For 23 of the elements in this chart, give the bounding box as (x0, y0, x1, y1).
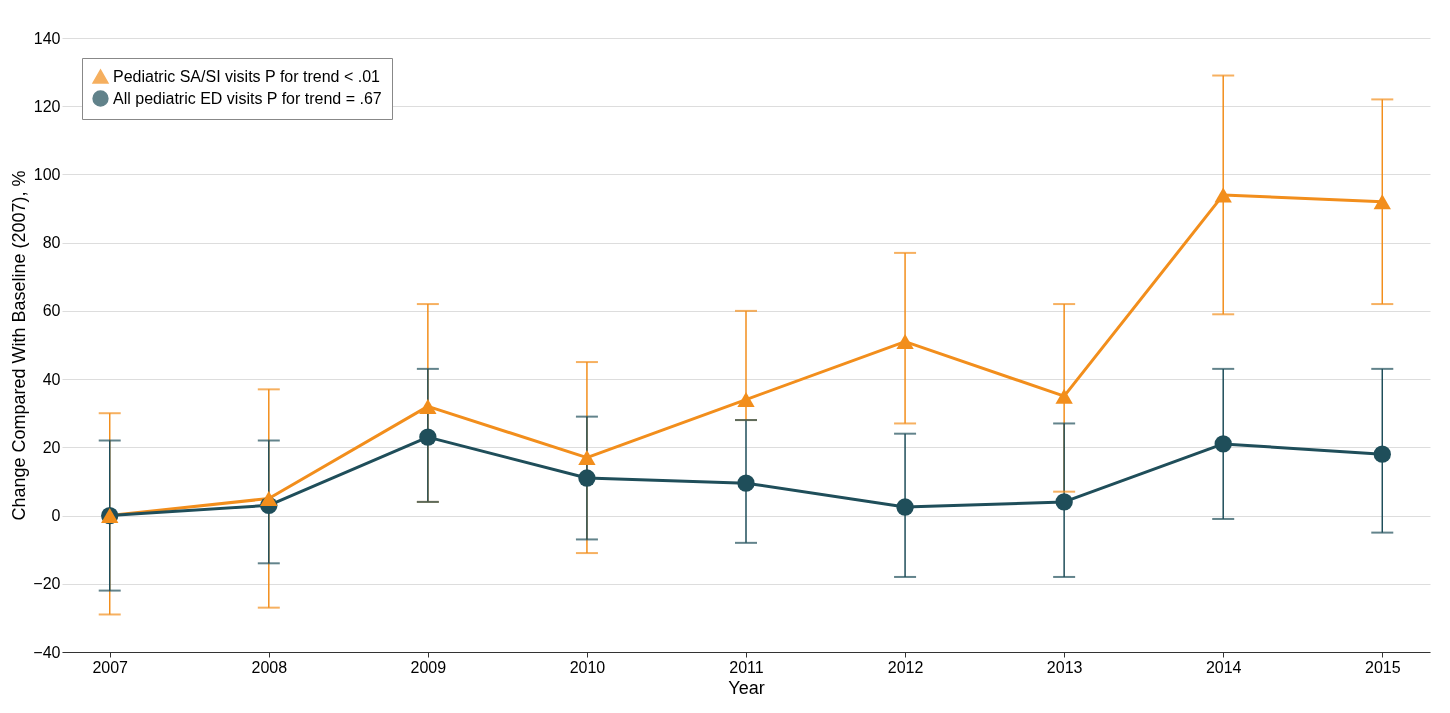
legend-label: All pediatric ED visits P for trend = .67 (113, 89, 382, 107)
x-tick-label: 2015 (1364, 658, 1401, 676)
y-tick-label: −20 (33, 575, 61, 593)
x-tick-label: 2009 (410, 658, 447, 676)
y-tick-label: −40 (33, 643, 61, 661)
y-tick-label: 100 (33, 165, 61, 183)
x-tick-label: 2013 (1046, 658, 1083, 676)
x-tick-label: 2014 (1205, 658, 1242, 676)
x-tick-label: 2012 (887, 658, 924, 676)
y-tick-label: 140 (33, 29, 61, 47)
x-tick-label: 2010 (569, 658, 606, 676)
legend-label: Pediatric SA/SI visits P for trend < .01 (113, 67, 381, 85)
x-tick-label: 2007 (92, 658, 129, 676)
x-tick-label: 2011 (729, 658, 764, 676)
y-tick-label: 20 (42, 438, 61, 456)
x-tick-label: 2008 (251, 658, 288, 676)
y-axis-title: Change Compared With Baseline (2007), % (9, 170, 30, 521)
y-tick-label: 120 (33, 97, 61, 115)
y-tick-label: 80 (42, 234, 61, 252)
y-tick-label: 60 (42, 302, 61, 320)
x-axis-title: Year (728, 677, 765, 698)
y-tick-label: 40 (42, 370, 61, 388)
y-tick-label: 0 (51, 507, 61, 525)
